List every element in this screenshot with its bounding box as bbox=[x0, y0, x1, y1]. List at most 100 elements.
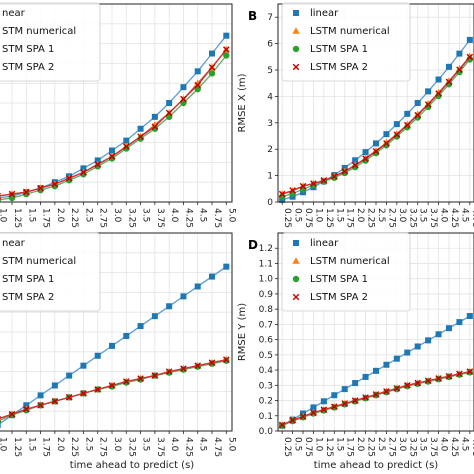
data-point bbox=[180, 84, 187, 91]
data-point bbox=[466, 313, 473, 320]
legend-label: STM numerical bbox=[2, 256, 76, 267]
x-tick-label: 1.0 bbox=[0, 208, 8, 223]
data-point bbox=[435, 90, 442, 97]
data-point bbox=[151, 372, 159, 379]
data-point bbox=[362, 373, 369, 380]
data-point bbox=[414, 343, 421, 350]
data-point bbox=[341, 168, 349, 175]
data-point bbox=[223, 357, 230, 364]
data-point bbox=[466, 53, 474, 61]
legend-label: LSTM SPA 1 bbox=[310, 274, 368, 285]
data-point bbox=[137, 125, 144, 132]
panel-a: 1.0 1.25 1.5 1.75 2.0 2.25 2.5 2.75 3.0 3.25 3.5 3.… bbox=[0, 2, 236, 228]
x-tick-label: 1.0 bbox=[313, 437, 323, 452]
x-ticks: 1.0 1.25 1.5 1.75 2.0 2.25 2.5 2.75 3.0 3.25 3.5 3.… bbox=[0, 431, 236, 457]
data-point bbox=[22, 188, 30, 196]
series-linear bbox=[279, 313, 473, 429]
data-point bbox=[137, 323, 144, 330]
y-tick-label: 3 bbox=[267, 119, 273, 129]
data-point bbox=[383, 142, 390, 149]
legend-label: linear bbox=[310, 238, 339, 249]
y-tick-label: 1 bbox=[267, 172, 273, 182]
data-point bbox=[362, 155, 369, 162]
x-tick-label: 3.25 bbox=[126, 437, 136, 457]
x-tick-label: 3.5 bbox=[141, 437, 151, 451]
data-point bbox=[435, 375, 442, 382]
x-tick-label: 0.75 bbox=[303, 208, 313, 228]
legend-label: near bbox=[2, 8, 26, 19]
data-point bbox=[165, 368, 173, 375]
data-point bbox=[194, 283, 201, 290]
data-point bbox=[166, 303, 173, 310]
data-point bbox=[109, 342, 115, 349]
x-ticks: 0.25 0.5 0.75 1.0 1.25 1.5 1.75 2.0 2.25 2.5 2.75 3… bbox=[281, 431, 474, 457]
x-tick-label: 4.0 bbox=[439, 437, 449, 452]
legend-box bbox=[281, 2, 411, 82]
data-point bbox=[393, 133, 401, 140]
x-tick-label: 4.25 bbox=[449, 208, 459, 228]
data-point bbox=[194, 81, 202, 89]
x-tick-label: 2.5 bbox=[83, 208, 93, 222]
legend-label: linear bbox=[310, 8, 339, 19]
legend-marker bbox=[292, 27, 300, 34]
y-tick-label: 0.3 bbox=[259, 381, 273, 391]
data-point bbox=[383, 361, 390, 368]
legend-label: STM SPA 2 bbox=[2, 292, 54, 303]
x-tick-label: 2.5 bbox=[83, 437, 93, 451]
legend: linear LSTM numerical LSTM SPA 1 LSTM SPA 2 bbox=[281, 232, 411, 312]
data-point bbox=[320, 406, 328, 413]
data-point bbox=[65, 174, 73, 182]
x-tick-label: 2.25 bbox=[366, 208, 376, 228]
data-point bbox=[65, 394, 73, 401]
data-point bbox=[0, 422, 1, 429]
y-ticks: 0.0 0.1 0.2 0.3 0.4 0.5 0.6 0.7 0.8 0.9 1.0 1.1 1.2 bbox=[259, 244, 278, 437]
data-point bbox=[37, 184, 44, 192]
data-point bbox=[123, 332, 130, 339]
data-point bbox=[414, 379, 421, 387]
y-tick-label: 0.1 bbox=[259, 412, 273, 422]
legend-label: STM SPA 1 bbox=[2, 44, 54, 55]
data-point bbox=[223, 263, 230, 270]
data-point bbox=[403, 382, 411, 389]
x-tick-label: 1.75 bbox=[41, 437, 51, 457]
x-tick-label: 1.75 bbox=[345, 208, 355, 228]
data-point bbox=[372, 148, 380, 155]
panel-c: 1.0 1.25 1.5 1.75 2.0 2.25 2.5 2.75 3.0 3.25 3.5 3.… bbox=[0, 232, 236, 471]
x-tick-label: 3.25 bbox=[407, 437, 417, 457]
x-tick-label: 4.0 bbox=[169, 437, 179, 452]
x-tick-label: 2.25 bbox=[69, 437, 79, 457]
x-tick-label: 4.0 bbox=[439, 208, 449, 223]
data-point bbox=[151, 113, 158, 120]
y-tick-label: 7 bbox=[267, 13, 273, 23]
data-point bbox=[22, 405, 30, 413]
y-tick-label: 0.8 bbox=[259, 305, 274, 315]
x-tick-label: 4.5 bbox=[459, 208, 469, 222]
x-tick-label: 4.75 bbox=[470, 208, 474, 228]
data-point bbox=[165, 109, 173, 117]
data-point bbox=[425, 88, 432, 95]
data-point bbox=[445, 325, 452, 332]
legend: linear LSTM numerical LSTM SPA 1 LSTM SPA 2 bbox=[281, 2, 411, 82]
legend-label: LSTM SPA 2 bbox=[310, 292, 368, 303]
data-point bbox=[404, 349, 411, 356]
x-tick-label: 1.5 bbox=[334, 208, 344, 222]
y-tick-label: 0.0 bbox=[259, 427, 274, 437]
data-point bbox=[194, 362, 202, 369]
x-tick-label: 1.5 bbox=[26, 208, 36, 222]
data-point bbox=[310, 409, 317, 417]
legend-marker bbox=[292, 63, 300, 71]
data-point bbox=[331, 392, 338, 399]
x-tick-label: 3.75 bbox=[155, 208, 165, 228]
y-tick-label: 0.2 bbox=[259, 397, 273, 407]
data-point bbox=[94, 161, 102, 168]
x-tick-label: 1.75 bbox=[345, 437, 355, 457]
x-tick-label: 3.0 bbox=[112, 208, 122, 223]
y-tick-label: 0.6 bbox=[259, 336, 274, 346]
x-tick-label: 4.5 bbox=[198, 208, 208, 222]
data-point bbox=[445, 63, 452, 70]
legend-marker bbox=[292, 257, 300, 264]
series-lstm-spa-2 bbox=[0, 356, 230, 423]
legend-label: LSTM SPA 2 bbox=[310, 62, 368, 73]
x-tick-label: 1.0 bbox=[0, 437, 8, 452]
data-point bbox=[351, 162, 359, 169]
